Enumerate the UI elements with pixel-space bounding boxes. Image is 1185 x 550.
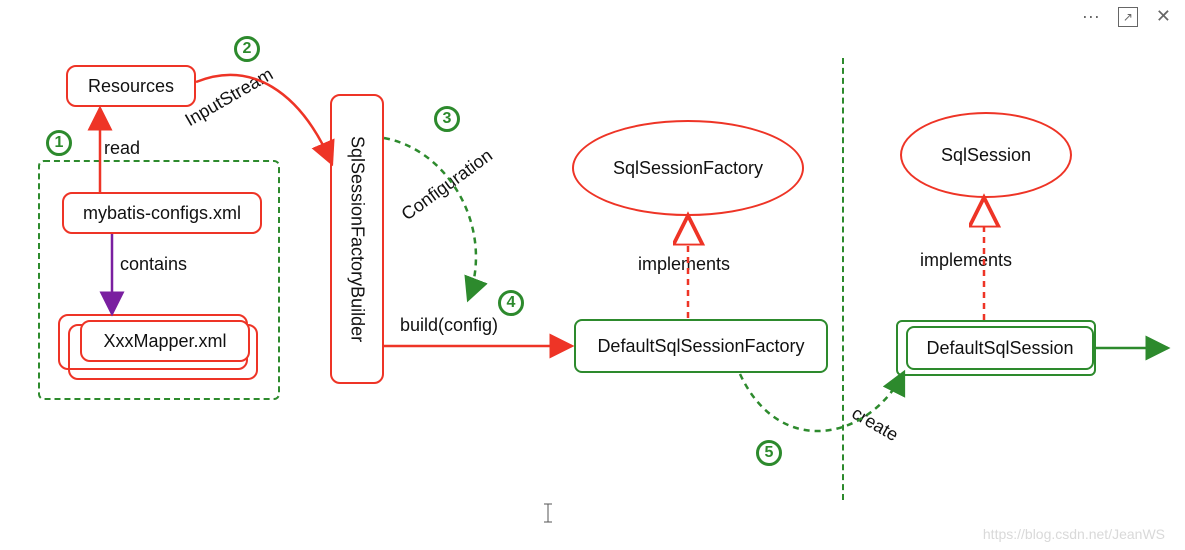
resources-node: Resources bbox=[66, 65, 196, 107]
step-badge-1: 1 bbox=[46, 130, 72, 156]
mapper-xml-node: XxxMapper.xml bbox=[80, 320, 250, 362]
maximize-icon[interactable]: ↗ bbox=[1118, 7, 1138, 27]
text-cursor-icon bbox=[544, 504, 552, 522]
configuration-label: Configuration bbox=[398, 145, 497, 225]
default-session-node: DefaultSqlSession bbox=[906, 326, 1094, 370]
build-label: build(config) bbox=[400, 315, 498, 336]
default-factory-label: DefaultSqlSessionFactory bbox=[597, 336, 804, 357]
resources-label: Resources bbox=[88, 76, 174, 97]
sqlsessionfactory-label: SqlSessionFactory bbox=[613, 158, 763, 179]
step-badge-4: 4 bbox=[498, 290, 524, 316]
step-badge-2: 2 bbox=[234, 36, 260, 62]
step-badge-3: 3 bbox=[434, 106, 460, 132]
builder-node: SqlSessionFactoryBuilder bbox=[330, 94, 384, 384]
mybatis-config-node: mybatis-configs.xml bbox=[62, 192, 262, 234]
mapper-xml-label: XxxMapper.xml bbox=[103, 331, 226, 352]
read-label: read bbox=[104, 138, 140, 159]
default-session-label: DefaultSqlSession bbox=[926, 338, 1073, 359]
sqlsession-node: SqlSession bbox=[900, 112, 1072, 198]
window-toolbar: ··· ↗ ✕ bbox=[1082, 6, 1171, 27]
create-label: create bbox=[848, 403, 902, 446]
more-icon[interactable]: ··· bbox=[1082, 6, 1100, 27]
close-icon[interactable]: ✕ bbox=[1156, 6, 1171, 27]
builder-label: SqlSessionFactoryBuilder bbox=[347, 136, 368, 342]
implements2-label: implements bbox=[920, 250, 1012, 271]
watermark-text: https://blog.csdn.net/JeanWS bbox=[983, 526, 1165, 542]
contains-label: contains bbox=[120, 254, 187, 275]
sqlsessionfactory-node: SqlSessionFactory bbox=[572, 120, 804, 216]
default-factory-node: DefaultSqlSessionFactory bbox=[574, 319, 828, 373]
step-badge-5: 5 bbox=[756, 440, 782, 466]
sqlsession-label: SqlSession bbox=[941, 145, 1031, 166]
mybatis-config-label: mybatis-configs.xml bbox=[83, 203, 241, 224]
implements1-label: implements bbox=[638, 254, 730, 275]
section-divider bbox=[842, 58, 844, 500]
diagram-canvas: ··· ↗ ✕ Resources mybatis-configs.xml Xx… bbox=[0, 0, 1185, 550]
